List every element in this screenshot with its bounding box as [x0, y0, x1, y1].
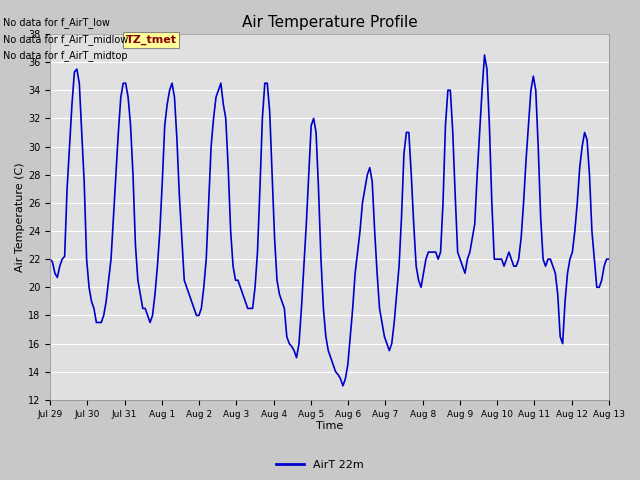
- Text: No data for f_AirT_midlow: No data for f_AirT_midlow: [3, 34, 129, 45]
- Text: No data for f_AirT_midtop: No data for f_AirT_midtop: [3, 50, 128, 61]
- Title: Air Temperature Profile: Air Temperature Profile: [242, 15, 417, 30]
- Text: No data for f_AirT_low: No data for f_AirT_low: [3, 17, 110, 28]
- Legend: AirT 22m: AirT 22m: [272, 456, 368, 474]
- X-axis label: Time: Time: [316, 421, 343, 432]
- Text: TZ_tmet: TZ_tmet: [125, 35, 177, 45]
- Y-axis label: Air Temperature (C): Air Temperature (C): [15, 162, 25, 272]
